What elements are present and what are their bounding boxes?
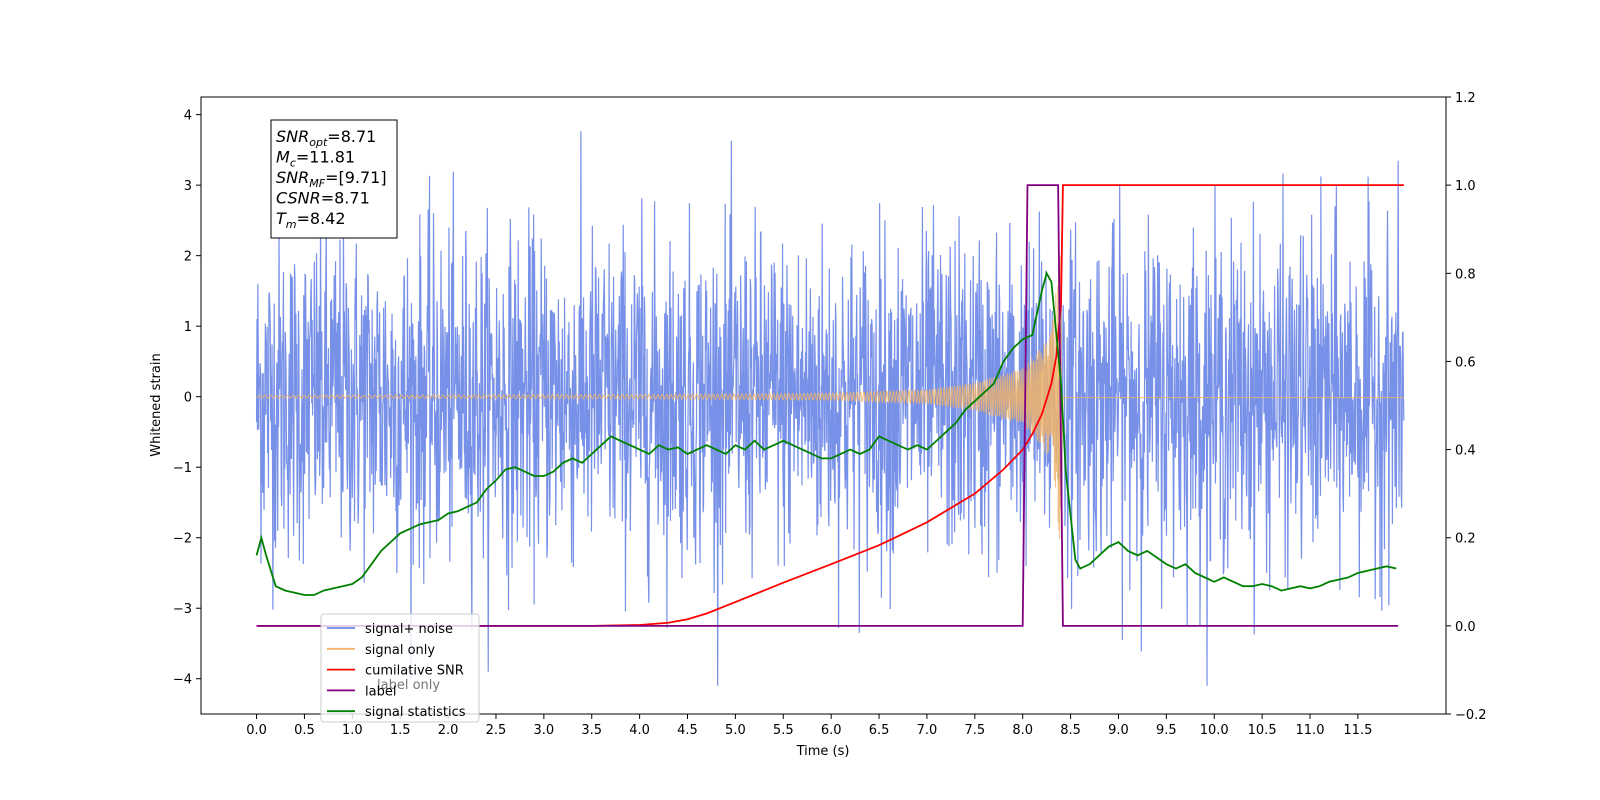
legend-entry: label bbox=[365, 684, 396, 699]
y2-tick-label: −0.2 bbox=[1455, 708, 1487, 723]
x-tick-label: 1.5 bbox=[390, 723, 411, 738]
x-tick-label: 2.0 bbox=[438, 723, 459, 738]
x-tick-label: 10.5 bbox=[1248, 723, 1277, 738]
plot-frame bbox=[200, 96, 1447, 715]
y-tick-label: −1 bbox=[173, 461, 192, 476]
series-label bbox=[256, 184, 1399, 627]
legend: label only signal+ noise signal only cumila… bbox=[320, 613, 480, 723]
x-tick-label: 7.0 bbox=[917, 723, 938, 738]
x-tick-label: 5.0 bbox=[725, 723, 746, 738]
x-tick-label: 3.0 bbox=[534, 723, 555, 738]
series-signal-statistics bbox=[255, 270, 1397, 596]
y-axis-left: −4 −3 −2 −1 0 1 2 3 4 bbox=[173, 109, 201, 688]
legend-ghost-text: label only bbox=[377, 678, 440, 693]
x-tick-label: 5.5 bbox=[773, 723, 794, 738]
annotation-box: SNRopt=8.71Mc=11.81SNRMF=[9.71]CSNR=8.71… bbox=[270, 119, 398, 239]
x-axis: 0.0 0.5 1.0 1.5 2.0 2.5 3.0 3.5 4.0 4.5 5.0 5.5 6.0 6… bbox=[246, 714, 1372, 738]
annotation-line: SNRopt=8.71 bbox=[276, 127, 376, 149]
x-tick-label: 9.0 bbox=[1108, 723, 1129, 738]
y-tick-label: −4 bbox=[173, 673, 192, 688]
x-tick-label: 8.0 bbox=[1012, 723, 1033, 738]
y2-tick-label: 0.8 bbox=[1455, 267, 1476, 282]
annotation-line: SNRMF=[9.71] bbox=[276, 168, 387, 190]
y2-tick-label: 0.0 bbox=[1455, 620, 1476, 635]
x-tick-label: 6.5 bbox=[869, 723, 890, 738]
legend-entry: signal statistics bbox=[365, 705, 466, 720]
x-tick-label: 7.5 bbox=[964, 723, 985, 738]
x-tick-label: 3.5 bbox=[581, 723, 602, 738]
y-tick-label: 3 bbox=[184, 179, 192, 194]
annotation-line: Mc=11.81 bbox=[276, 148, 355, 170]
y-tick-label: 2 bbox=[184, 250, 192, 265]
y-tick-label: 4 bbox=[184, 109, 192, 124]
x-tick-label: 1.0 bbox=[342, 723, 363, 738]
x-tick-label: 4.0 bbox=[629, 723, 650, 738]
y2-tick-label: 0.2 bbox=[1455, 532, 1476, 547]
x-tick-label: 0.0 bbox=[246, 723, 267, 738]
x-axis-label: Time (s) bbox=[796, 744, 850, 759]
x-tick-label: 9.5 bbox=[1156, 723, 1177, 738]
series-signal-only bbox=[256, 256, 1404, 539]
y-tick-label: −2 bbox=[173, 532, 192, 547]
legend-entry: signal+ noise bbox=[365, 622, 453, 637]
y-tick-label: −3 bbox=[173, 602, 192, 617]
y2-tick-label: 0.6 bbox=[1455, 355, 1476, 370]
series-cumilative-snr bbox=[256, 184, 1404, 627]
y-tick-label: 0 bbox=[184, 391, 192, 406]
y2-tick-label: 1.2 bbox=[1455, 91, 1476, 106]
x-tick-label: 6.0 bbox=[821, 723, 842, 738]
x-tick-label: 10.0 bbox=[1200, 723, 1229, 738]
annotation-line: Tm=8.42 bbox=[276, 209, 346, 231]
x-tick-label: 8.5 bbox=[1060, 723, 1081, 738]
legend-frame bbox=[320, 613, 480, 723]
x-tick-label: 11.5 bbox=[1343, 723, 1372, 738]
legend-entry: cumilative SNR bbox=[365, 664, 464, 679]
series-signal-noise bbox=[255, 131, 1405, 686]
y-tick-label: 1 bbox=[184, 320, 192, 335]
y-axis-right: −0.2 0.0 0.2 0.4 0.6 0.8 1.0 1.2 bbox=[1446, 91, 1487, 723]
annotation-line: CSNR=8.71 bbox=[276, 189, 370, 208]
annotation-frame bbox=[270, 119, 398, 239]
y2-tick-label: 0.4 bbox=[1455, 444, 1476, 459]
legend-entry: signal only bbox=[365, 643, 435, 658]
y2-tick-label: 1.0 bbox=[1455, 179, 1476, 194]
x-tick-label: 0.5 bbox=[294, 723, 315, 738]
series-layer bbox=[255, 131, 1405, 686]
x-tick-label: 2.5 bbox=[486, 723, 507, 738]
x-tick-label: 11.0 bbox=[1296, 723, 1325, 738]
y-axis-label: Whitened strain bbox=[149, 353, 164, 456]
x-tick-label: 4.5 bbox=[677, 723, 698, 738]
